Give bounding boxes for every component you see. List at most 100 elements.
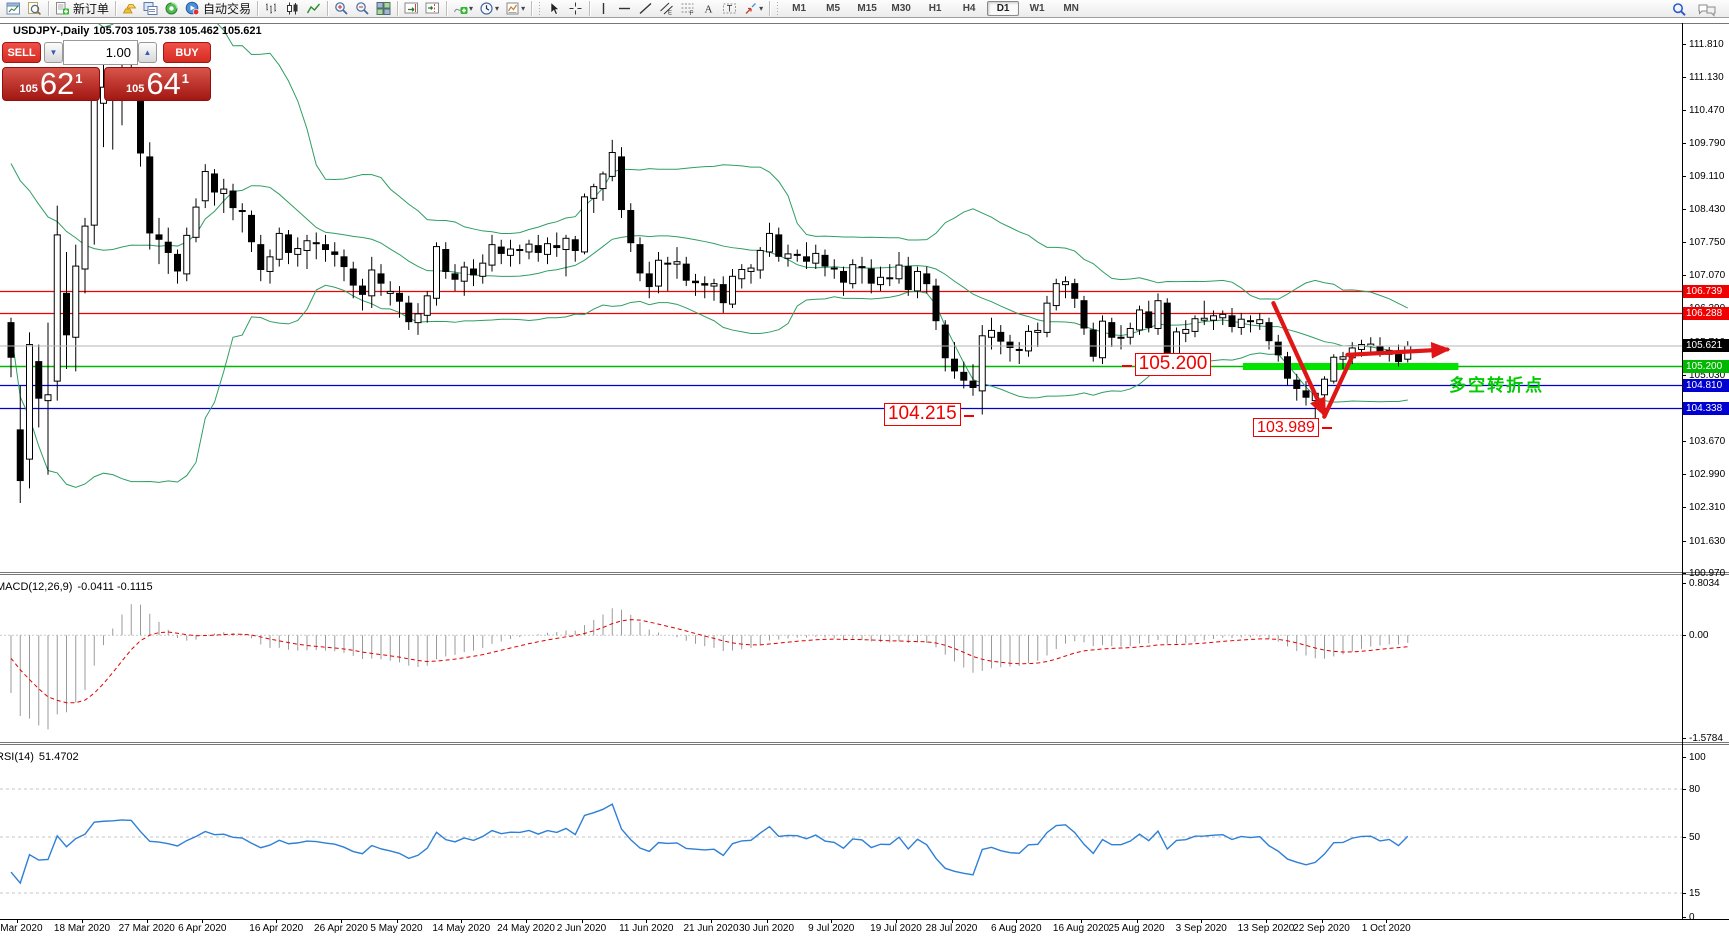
search-icon[interactable] — [1671, 1, 1687, 17]
candle — [1182, 320, 1190, 343]
chevron-down-icon[interactable]: ▾ — [495, 4, 500, 13]
templates-icon[interactable]: ▾ — [503, 1, 527, 17]
chevron-down-icon[interactable]: ▾ — [469, 4, 474, 13]
bollinger-band — [10, 284, 1408, 488]
zoom-out-icon[interactable] — [353, 1, 372, 17]
volume-increase-button[interactable]: ▲ — [138, 42, 157, 63]
trendline-icon[interactable] — [636, 1, 655, 17]
preview-icon[interactable] — [25, 1, 44, 17]
candle — [1025, 325, 1032, 357]
rsi-title: RSI(14) — [0, 751, 34, 763]
candle — [590, 183, 598, 213]
date-tickmark — [831, 919, 833, 923]
bid-price-button[interactable]: 105 62 1 — [2, 67, 100, 101]
candle — [386, 281, 394, 306]
navigator-icon[interactable] — [162, 1, 181, 17]
y-axis-tickmark — [1682, 275, 1686, 277]
horizontal-line-icon[interactable] — [615, 1, 634, 17]
y-axis-tickmark — [1682, 77, 1686, 79]
macd-axis-tick: 0.8034 — [1689, 577, 1720, 589]
macd-axis-tick: 0.00 — [1689, 630, 1709, 642]
macd-separator[interactable] — [0, 572, 1729, 573]
bollinger-band — [10, 163, 1408, 355]
y-axis-tick: 102.310 — [1689, 502, 1726, 514]
date-tickmark — [766, 919, 768, 923]
chat-icon[interactable] — [1697, 1, 1717, 17]
new-order-button[interactable]: 新订单 — [53, 1, 111, 17]
crosshair-icon[interactable] — [566, 1, 585, 17]
chart-window-icon[interactable] — [4, 1, 23, 17]
arrows-icon[interactable]: ▾ — [741, 1, 765, 17]
chevron-down-icon[interactable]: ▾ — [759, 4, 764, 13]
buy-button[interactable]: BUY — [163, 42, 211, 63]
label-icon[interactable]: T — [720, 1, 739, 17]
line-chart-icon[interactable] — [304, 1, 323, 17]
candle — [1228, 308, 1236, 333]
timeframe-h4-button[interactable]: H4 — [962, 3, 976, 14]
toolbar-grip[interactable] — [775, 1, 781, 16]
chart-window-icon — [6, 1, 21, 16]
timeframe-d1-button[interactable]: D1 — [987, 1, 1020, 16]
timeframe-w1-button[interactable]: W1 — [1029, 3, 1045, 14]
gold-icon[interactable] — [120, 1, 139, 17]
cursor-icon[interactable] — [545, 1, 564, 17]
price-note-label: 104.215 — [883, 402, 961, 426]
candle — [174, 249, 181, 284]
candle — [331, 242, 339, 267]
vertical-line-icon[interactable] — [594, 1, 613, 17]
bar-chart-icon[interactable] — [262, 1, 281, 17]
sell-button[interactable]: SELL — [2, 42, 41, 63]
macd-axis-tickmark — [1682, 582, 1686, 584]
rsi-pane — [0, 788, 1682, 894]
candle — [359, 278, 366, 311]
chevron-down-icon[interactable]: ▾ — [521, 4, 526, 13]
toolbar-grip[interactable] — [537, 1, 543, 16]
fibonacci-icon[interactable]: F — [678, 1, 697, 17]
date-label: 27 Mar 2020 — [118, 923, 175, 934]
zoom-in-icon[interactable] — [332, 1, 351, 17]
candle — [1302, 381, 1310, 406]
volume-input[interactable] — [63, 40, 138, 65]
text-icon[interactable]: A — [699, 1, 718, 17]
timeframe-m15-button[interactable]: M15 — [857, 3, 877, 14]
timeframe-m1-button[interactable]: M1 — [792, 3, 807, 14]
candle — [636, 237, 644, 282]
timeframe-m5-button[interactable]: M5 — [826, 3, 841, 14]
date-tickmark — [1136, 919, 1138, 923]
autotrading-button[interactable]: 自动交易 — [183, 1, 253, 17]
tile-windows-icon[interactable] — [374, 1, 393, 17]
chart-shift-icon[interactable] — [423, 1, 442, 17]
terminal-icon[interactable] — [141, 1, 160, 17]
candle — [1265, 317, 1273, 350]
auto-scroll-icon[interactable] — [402, 1, 421, 17]
templates-icon — [505, 1, 520, 16]
date-tickmark — [526, 919, 527, 923]
candle — [562, 234, 570, 277]
timeframe-mn-button[interactable]: MN — [1063, 3, 1079, 14]
candle — [793, 249, 801, 262]
timeframe-m30-button[interactable]: M30 — [891, 3, 911, 14]
y-axis-tick: 110.470 — [1689, 104, 1725, 116]
bid-price-big: 62 — [39, 66, 75, 102]
timeframe-h1-button[interactable]: H1 — [928, 3, 942, 14]
channel-icon[interactable]: E — [657, 1, 676, 17]
candle — [1071, 278, 1079, 309]
candle — [26, 332, 33, 489]
candlestick-icon[interactable] — [283, 1, 302, 17]
candle — [303, 234, 311, 270]
add-indicator-icon[interactable]: ▾ — [451, 1, 475, 17]
candle — [90, 86, 98, 245]
ask-price-button[interactable]: 105 64 1 — [104, 67, 211, 101]
periods-icon[interactable]: ▾ — [477, 1, 501, 17]
y-axis-tick: 102.990 — [1689, 469, 1726, 481]
candle — [312, 232, 320, 260]
candle — [1274, 334, 1282, 362]
chart-ohlc-values: 105.703 105.738 105.462 105.621 — [93, 25, 262, 37]
rsi-separator[interactable] — [0, 742, 1729, 743]
candle — [63, 251, 70, 369]
preview-icon — [27, 1, 42, 16]
candle — [997, 325, 1005, 355]
volume-decrease-button[interactable]: ▼ — [44, 42, 63, 63]
candle — [201, 164, 209, 209]
